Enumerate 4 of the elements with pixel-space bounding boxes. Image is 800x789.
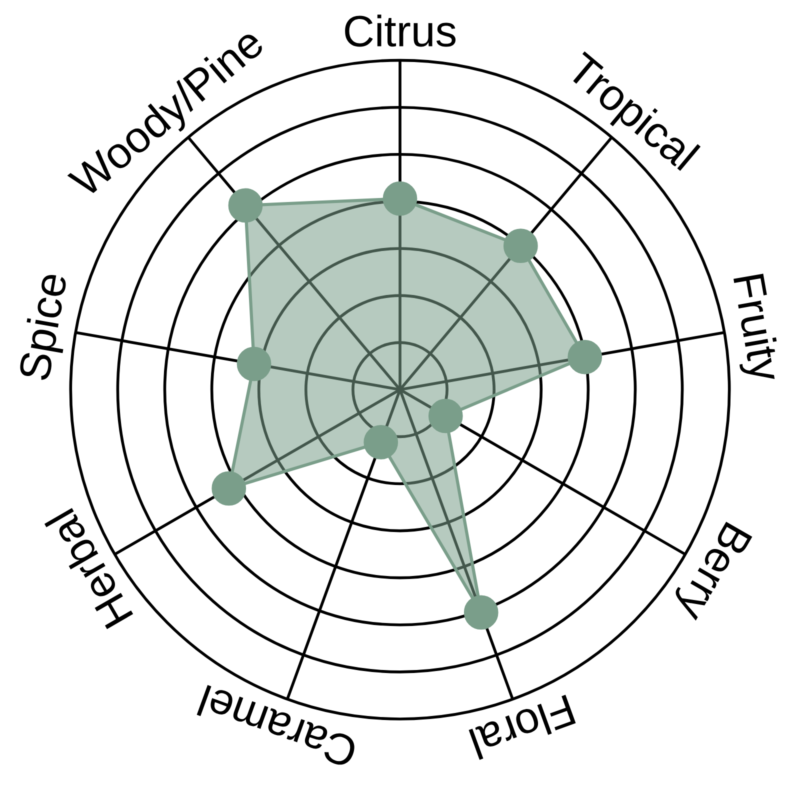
spoke-label: Fruity (734, 274, 777, 379)
spoke-label: Citrus (345, 14, 456, 47)
spoke-label: Spice (20, 274, 66, 380)
spoke-label: Floral (468, 694, 576, 760)
